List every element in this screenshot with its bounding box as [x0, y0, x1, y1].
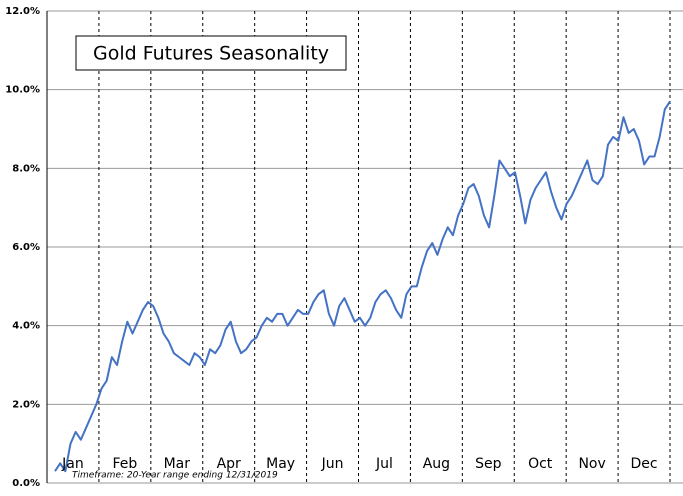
- x-tick-label: Mar: [164, 456, 191, 472]
- x-tick-label: Sep: [475, 456, 502, 472]
- y-tick-label: 10.0%: [5, 85, 40, 96]
- x-tick-label: Nov: [578, 456, 605, 472]
- x-tick-label: Jul: [375, 456, 393, 472]
- y-tick-label: 0.0%: [12, 478, 40, 489]
- y-tick-label: 2.0%: [12, 399, 40, 410]
- x-tick-label: May: [266, 456, 295, 472]
- x-tick-label: Jun: [321, 456, 344, 472]
- plot: [54, 100, 671, 473]
- x-tick-label: Apr: [217, 456, 241, 472]
- series-line: [54, 100, 671, 473]
- x-tick-label: Aug: [423, 456, 450, 472]
- title-box: [75, 35, 347, 71]
- y-tick-label: 12.0%: [5, 6, 40, 17]
- y-tick-label: 6.0%: [12, 242, 40, 253]
- chart-title: Gold Futures Seasonality: [93, 43, 329, 65]
- x-tick-label: Jan: [61, 456, 84, 472]
- x-tick-label: Oct: [528, 456, 553, 472]
- y-tick-label: 4.0%: [12, 321, 40, 332]
- x-tick-label: Dec: [630, 456, 657, 472]
- y-tick-label: 8.0%: [12, 163, 40, 174]
- footnote: Timeframe: 20-Year range ending 12/31/20…: [72, 471, 278, 481]
- grid: [47, 10, 683, 484]
- x-tick-label: Feb: [112, 456, 137, 472]
